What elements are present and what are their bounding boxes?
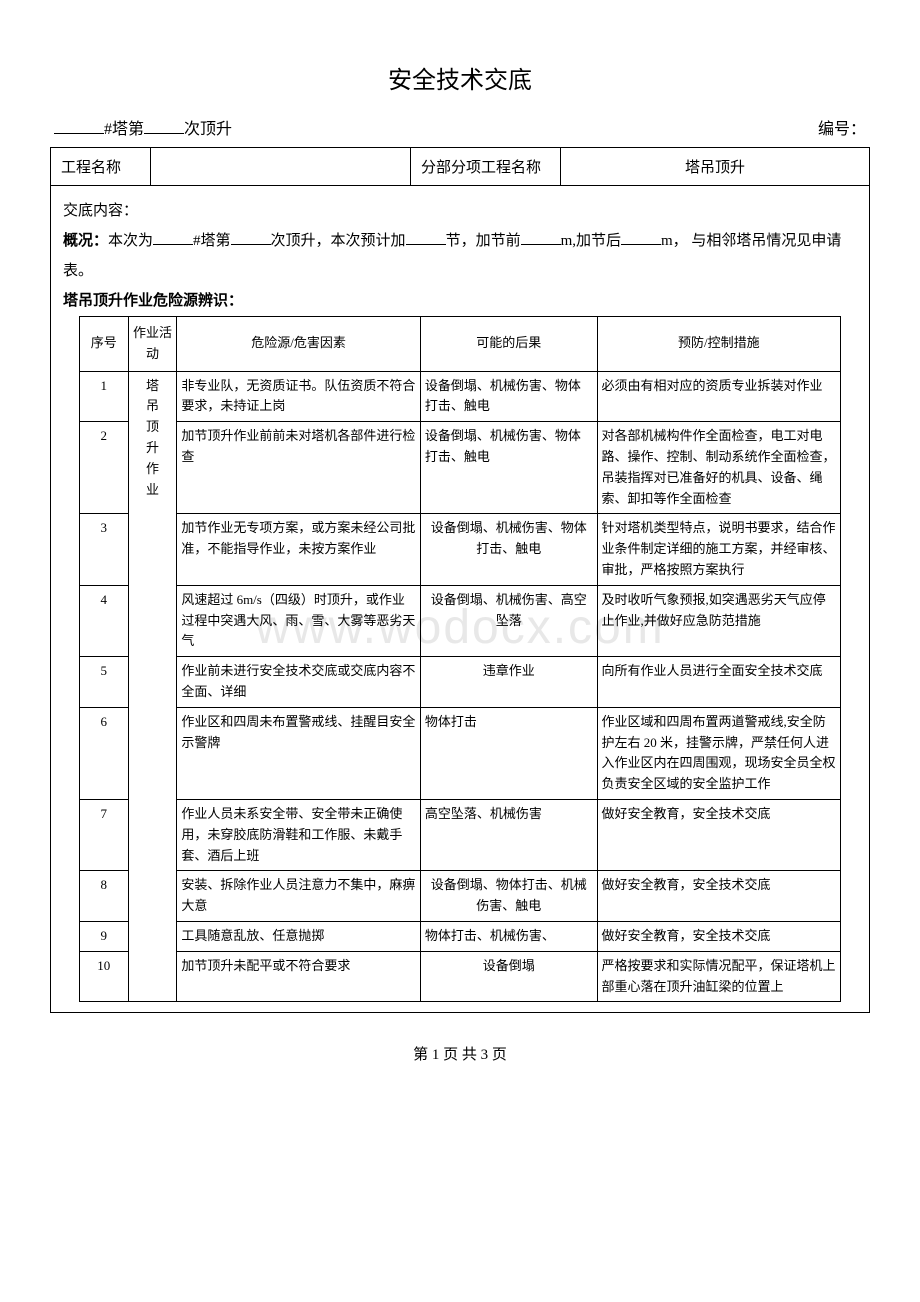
project-name-value [151, 148, 411, 186]
cell-consequence: 设备倒塌、机械伤害、高空坠落 [420, 585, 597, 656]
cell-consequence: 设备倒塌 [420, 951, 597, 1002]
cell-consequence: 设备倒塌、物体打击、机械伤害、触电 [420, 871, 597, 922]
col-header-consequence: 可能的后果 [420, 317, 597, 372]
cell-hazard: 作业人员未系安全带、安全带未正确使用，未穿胶底防滑鞋和工作服、未戴手套、酒后上班 [177, 799, 421, 870]
content-cell: 交底内容： 概况：本次为#塔第次顶升，本次预计加节，加节前m,加节后m， 与相邻… [51, 186, 870, 1013]
table-row: 1 塔吊顶升作业 非专业队，无资质证书。队伍资质不符合要求，未持证上岗 设备倒塌… [79, 371, 840, 422]
table-row: 7 作业人员未系安全带、安全带未正确使用，未穿胶底防滑鞋和工作服、未戴手套、酒后… [79, 799, 840, 870]
table-row: 9 工具随意乱放、任意抛掷 物体打击、机械伤害、 做好安全教育，安全技术交底 [79, 921, 840, 951]
cell-consequence: 物体打击 [420, 707, 597, 799]
table-row: 5 作业前未进行安全技术交底或交底内容不全面、详细 违章作业 向所有作业人员进行… [79, 657, 840, 708]
hazard-table: 序号 作业活动 危险源/危害因素 可能的后果 预防/控制措施 1 塔吊顶升作业 … [79, 316, 841, 1002]
blank-overview-3 [406, 230, 446, 245]
cell-activity-merged: 塔吊顶升作业 [128, 371, 177, 1002]
cell-control: 做好安全教育，安全技术交底 [597, 871, 841, 922]
cell-consequence: 设备倒塌、机械伤害、物体打击、触电 [420, 514, 597, 585]
col-header-hazard: 危险源/危害因素 [177, 317, 421, 372]
cell-seq: 4 [79, 585, 128, 656]
content-row: 交底内容： 概况：本次为#塔第次顶升，本次预计加节，加节前m,加节后m， 与相邻… [51, 186, 870, 1013]
subtitle-number-label: 编号： [818, 115, 866, 139]
table-row: 6 作业区和四周未布置警戒线、挂醒目安全示警牌 物体打击 作业区域和四周布置两道… [79, 707, 840, 799]
cell-hazard: 非专业队，无资质证书。队伍资质不符合要求，未持证上岗 [177, 371, 421, 422]
project-name-label: 工程名称 [51, 148, 151, 186]
subtitle-row: #塔第 次顶升 编号： [50, 115, 870, 139]
content-heading2: 塔吊顶升作业危险源辨识： [63, 286, 857, 316]
page-title: 安全技术交底 [50, 60, 870, 95]
col-header-activity: 作业活动 [128, 317, 177, 372]
col-header-control: 预防/控制措施 [597, 317, 841, 372]
subtitle-times-label: 次顶升 [184, 121, 232, 138]
cell-hazard: 工具随意乱放、任意抛掷 [177, 921, 421, 951]
cell-seq: 5 [79, 657, 128, 708]
cell-control: 必须由有相对应的资质专业拆装对作业 [597, 371, 841, 422]
cell-control: 作业区域和四周布置两道警戒线,安全防护左右 20 米，挂警示牌，严禁任何人进入作… [597, 707, 841, 799]
overview-p2: #塔第 [193, 233, 231, 249]
hazard-table-header-row: 序号 作业活动 危险源/危害因素 可能的后果 预防/控制措施 [79, 317, 840, 372]
overview-p1: 本次为 [108, 233, 153, 249]
overview-text: 概况：本次为#塔第次顶升，本次预计加节，加节前m,加节后m， 与相邻塔吊情况见申… [63, 226, 857, 286]
blank-overview-1 [153, 230, 193, 245]
cell-seq: 9 [79, 921, 128, 951]
blank-overview-5 [621, 230, 661, 245]
header-row: 工程名称 分部分项工程名称 塔吊顶升 [51, 148, 870, 186]
cell-seq: 10 [79, 951, 128, 1002]
col-header-seq: 序号 [79, 317, 128, 372]
cell-seq: 8 [79, 871, 128, 922]
page-footer: 第 1 页 共 3 页 [50, 1043, 870, 1064]
blank-overview-2 [231, 230, 271, 245]
cell-hazard: 作业区和四周未布置警戒线、挂醒目安全示警牌 [177, 707, 421, 799]
cell-seq: 2 [79, 422, 128, 514]
cell-hazard: 安装、拆除作业人员注意力不集中，麻痹大意 [177, 871, 421, 922]
table-row: 2 加节顶升作业前前未对塔机各部件进行检查 设备倒塌、机械伤害、物体打击、触电 … [79, 422, 840, 514]
blank-tower-number [54, 118, 104, 134]
subtitle-left: #塔第 次顶升 [54, 115, 232, 139]
table-row: 4 风速超过 6m/s（四级）时顶升，或作业过程中突遇大风、雨、雪、大雾等恶劣天… [79, 585, 840, 656]
cell-seq: 6 [79, 707, 128, 799]
cell-control: 做好安全教育，安全技术交底 [597, 799, 841, 870]
cell-control: 针对塔机类型特点，说明书要求，结合作业条件制定详细的施工方案，并经审核、审批，严… [597, 514, 841, 585]
cell-control: 严格按要求和实际情况配平，保证塔机上部重心落在顶升油缸梁的位置上 [597, 951, 841, 1002]
table-row: 10 加节顶升未配平或不符合要求 设备倒塌 严格按要求和实际情况配平，保证塔机上… [79, 951, 840, 1002]
content-heading1: 交底内容： [63, 196, 857, 226]
cell-seq: 3 [79, 514, 128, 585]
cell-control: 做好安全教育，安全技术交底 [597, 921, 841, 951]
cell-seq: 7 [79, 799, 128, 870]
subproject-label: 分部分项工程名称 [411, 148, 561, 186]
overview-p4: 节，加节前 [446, 233, 521, 249]
blank-overview-4 [521, 230, 561, 245]
cell-consequence: 违章作业 [420, 657, 597, 708]
overview-p5: m,加节后 [561, 233, 621, 249]
cell-consequence: 设备倒塌、机械伤害、物体打击、触电 [420, 422, 597, 514]
table-row: 3 加节作业无专项方案，或方案未经公司批准，不能指导作业，未按方案作业 设备倒塌… [79, 514, 840, 585]
cell-control: 及时收听气象预报,如突遇恶劣天气应停止作业,并做好应急防范措施 [597, 585, 841, 656]
cell-consequence: 设备倒塌、机械伤害、物体打击、触电 [420, 371, 597, 422]
cell-seq: 1 [79, 371, 128, 422]
cell-consequence: 物体打击、机械伤害、 [420, 921, 597, 951]
overview-p3: 次顶升，本次预计加 [271, 233, 406, 249]
subtitle-tower-label: #塔第 [104, 121, 144, 138]
overview-label: 概况： [63, 233, 108, 249]
outer-table: 工程名称 分部分项工程名称 塔吊顶升 交底内容： 概况：本次为 #塔第 次顶升，本次… [50, 147, 870, 1013]
cell-hazard: 风速超过 6m/s（四级）时顶升，或作业过程中突遇大风、雨、雪、大雾等恶劣天气 [177, 585, 421, 656]
cell-control: 对各部机械构件作全面检查，电工对电路、操作、控制、制动系统作全面检查，吊装指挥对… [597, 422, 841, 514]
cell-control: 向所有作业人员进行全面安全技术交底 [597, 657, 841, 708]
cell-hazard: 作业前未进行安全技术交底或交底内容不全面、详细 [177, 657, 421, 708]
cell-hazard: 加节顶升未配平或不符合要求 [177, 951, 421, 1002]
table-row: 8 安装、拆除作业人员注意力不集中，麻痹大意 设备倒塌、物体打击、机械伤害、触电… [79, 871, 840, 922]
subproject-value: 塔吊顶升 [561, 148, 870, 186]
cell-consequence: 高空坠落、机械伤害 [420, 799, 597, 870]
cell-hazard: 加节顶升作业前前未对塔机各部件进行检查 [177, 422, 421, 514]
cell-hazard: 加节作业无专项方案，或方案未经公司批准，不能指导作业，未按方案作业 [177, 514, 421, 585]
blank-times [144, 118, 184, 134]
